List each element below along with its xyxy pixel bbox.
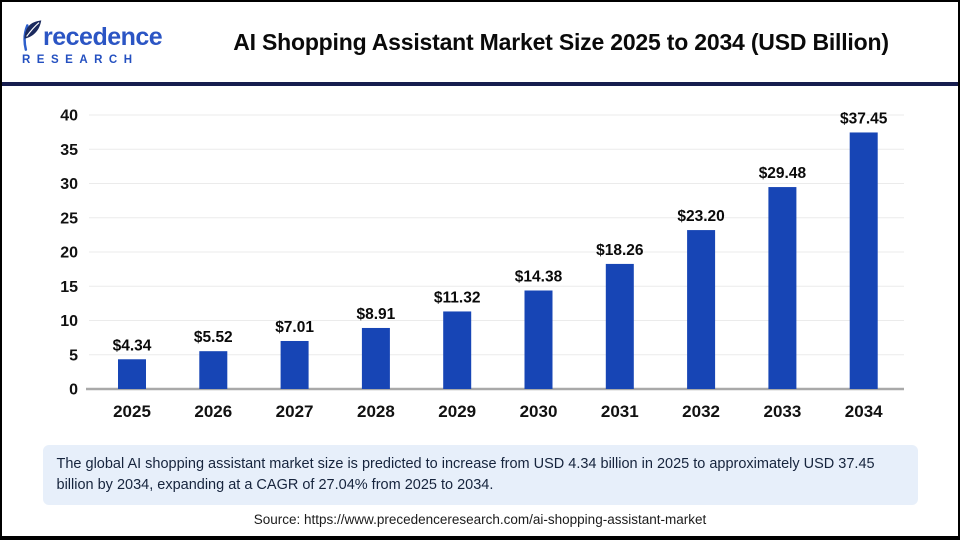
market-size-bar-chart: 0510152025303540$4.342025$5.522026$7.012… (60, 108, 904, 421)
y-axis-tick-10: 10 (60, 313, 78, 330)
precedence-research-logo: recedence RESEARCH (20, 19, 170, 66)
summary-note-box: The global AI shopping assistant market … (42, 445, 918, 506)
x-axis-tick-2034: 2034 (845, 402, 883, 421)
x-axis-tick-2031: 2031 (601, 402, 639, 421)
y-axis-tick-40: 40 (60, 108, 78, 125)
y-axis-tick-15: 15 (60, 279, 78, 296)
chart-area: 0 5 10 15 20 25 30 35 40 $4.34 2025 $5.52 2026 $7.01 2… (2, 86, 958, 436)
source-line: Source: https://www.precedenceresearch.c… (253, 512, 707, 528)
bar-value-label-2025: $4.34 (113, 337, 152, 354)
x-axis-tick-2028: 2028 (357, 402, 395, 421)
y-axis-tick-5: 5 (69, 347, 78, 364)
header-divider (2, 82, 958, 86)
bar-2030 (524, 290, 553, 389)
bar-2026 (199, 351, 228, 389)
bar-value-label-2034: $37.45 (840, 110, 888, 127)
y-axis-tick-30: 30 (60, 176, 78, 193)
bar-2027 (280, 340, 309, 389)
bar-2033 (768, 187, 797, 389)
bar-value-label-2033: $29.48 (759, 165, 807, 182)
bar-value-label-2032: $23.20 (677, 208, 724, 225)
bar-value-label-2026: $5.52 (194, 329, 233, 346)
brand-subline: RESEARCH (22, 53, 139, 66)
y-axis-tick-25: 25 (60, 210, 78, 227)
x-axis-tick-2027: 2027 (276, 402, 314, 421)
bar-value-label-2027: $7.01 (275, 319, 314, 336)
bar-value-label-2028: $8.91 (357, 306, 396, 323)
y-axis-tick-20: 20 (60, 245, 78, 262)
x-axis-tick-2026: 2026 (194, 402, 232, 421)
bar-2029 (443, 311, 472, 389)
x-axis-tick-2030: 2030 (520, 402, 558, 421)
bar-2031 (605, 263, 634, 389)
page-title: AI Shopping Assistant Market Size 2025 t… (233, 28, 889, 55)
bar-2034 (849, 132, 878, 389)
bar-2025 (118, 359, 146, 389)
header: recedence RESEARCH AI Shopping Assistant… (2, 2, 958, 82)
bar-value-label-2030: $14.38 (515, 268, 563, 285)
brand-word: recedence (43, 22, 163, 51)
y-axis-tick-35: 35 (60, 142, 78, 159)
bar-value-label-2029: $11.32 (434, 289, 481, 306)
bar-2032 (687, 230, 716, 389)
x-axis-tick-2029: 2029 (438, 402, 476, 421)
x-axis-tick-2032: 2032 (682, 402, 720, 421)
bar-2028 (361, 327, 390, 389)
leaf-p-icon (23, 19, 42, 51)
bar-value-label-2031: $18.26 (596, 242, 644, 259)
x-axis-tick-2033: 2033 (763, 402, 801, 421)
summary-note-text: The global AI shopping assistant market … (56, 456, 875, 494)
x-axis-tick-2025: 2025 (113, 402, 151, 421)
y-axis-tick-0: 0 (69, 382, 78, 399)
